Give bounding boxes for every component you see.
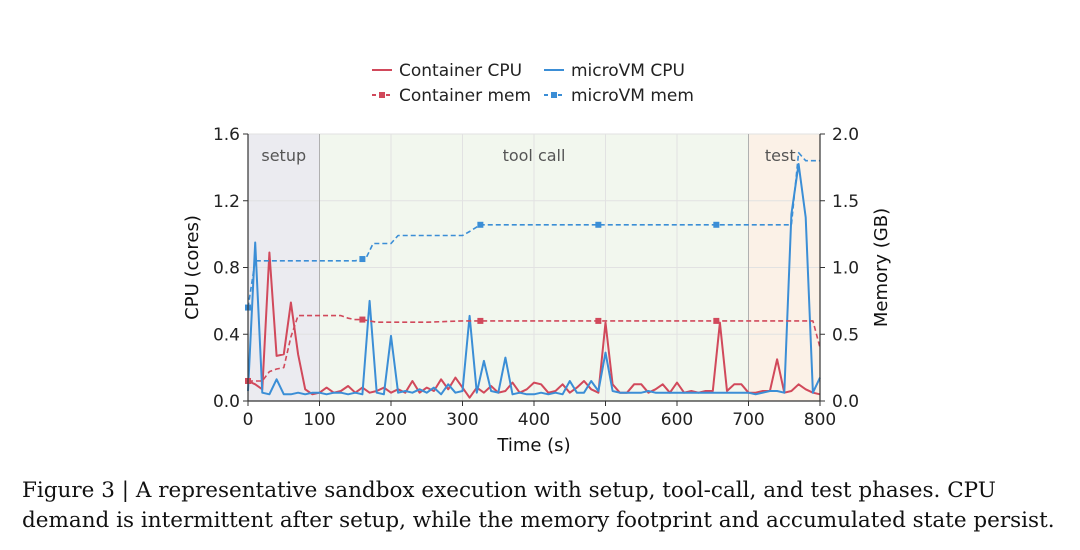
- legend-label: microVM mem: [571, 86, 694, 106]
- y2-tick-label: 1.0: [832, 259, 859, 279]
- figure-caption: Figure 3 | A representative sandbox exec…: [22, 476, 1062, 536]
- caption-line-1: Figure 3 | A representative sandbox exec…: [22, 478, 996, 503]
- series-marker: [477, 317, 484, 324]
- series-line-microvm-mem: [247, 151, 820, 308]
- series-line-microvm-cpu: [247, 163, 821, 396]
- y-axis-label: CPU (cores): [182, 215, 203, 320]
- phase-label: test: [765, 146, 796, 165]
- series-marker: [595, 317, 602, 324]
- x-tick-label: 500: [589, 410, 621, 430]
- y2-axis-label: Memory (GB): [871, 208, 892, 327]
- x-axis-label: Time (s): [496, 435, 570, 456]
- chart: setup tool call test 0 100 200 300 400 500 600 700…: [182, 61, 892, 456]
- series-marker: [595, 221, 602, 228]
- y-tick-label: 1.6: [213, 125, 240, 145]
- phase-label: setup: [261, 146, 306, 165]
- series-line-container-mem: [248, 314, 821, 382]
- y2-tick-label: 2.0: [832, 125, 859, 145]
- x-tick-label: 400: [518, 410, 550, 430]
- x-tick-label: 100: [303, 410, 335, 430]
- x-tick-label: 300: [446, 410, 478, 430]
- caption-line-2: demand is intermittent after setup, whil…: [22, 508, 1055, 533]
- y-tick-label: 0.8: [213, 259, 240, 279]
- x-tick-label: 200: [375, 410, 407, 430]
- legend-label: microVM CPU: [571, 61, 685, 81]
- y-tick-label: 0.0: [213, 392, 240, 412]
- x-tick-label: 0: [243, 410, 254, 430]
- series-marker: [359, 256, 366, 263]
- legend-label: Container mem: [399, 86, 531, 106]
- series-marker: [713, 221, 720, 228]
- x-tick-label: 600: [661, 410, 693, 430]
- legend-marker: [551, 92, 557, 98]
- series-marker: [477, 221, 484, 228]
- y2-tick-label: 0.0: [832, 392, 859, 412]
- legend-marker: [379, 92, 385, 98]
- y-tick-label: 1.2: [213, 192, 240, 212]
- y2-tick-label: 0.5: [832, 325, 859, 345]
- legend-label: Container CPU: [399, 61, 522, 81]
- x-tick-label: 800: [804, 410, 836, 430]
- phase-label: tool call: [503, 146, 566, 165]
- y-tick-label: 0.4: [213, 325, 240, 345]
- series-line-container-cpu: [247, 251, 821, 399]
- series-marker: [713, 317, 720, 324]
- x-tick-label: 700: [732, 410, 764, 430]
- series-marker: [359, 316, 366, 323]
- y2-tick-label: 1.5: [832, 192, 859, 212]
